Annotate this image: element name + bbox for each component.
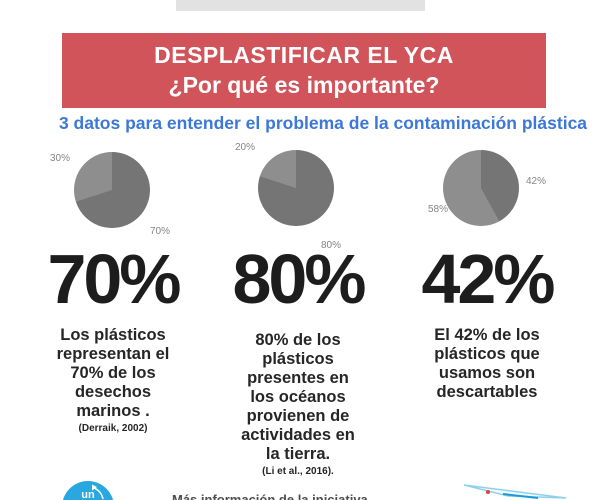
- pie-slice-label-42: 42%: [526, 176, 547, 187]
- big-number-80: 80%: [232, 240, 366, 318]
- stat-text-block: Los plásticos representan el 70% de los …: [30, 326, 196, 434]
- stat-citation: (Li et al., 2016).: [262, 466, 334, 477]
- pie-chart-80-20: [258, 150, 334, 226]
- subtitle-text: 3 datos para entender el problema de la …: [58, 113, 588, 133]
- paper-plane-icon: [463, 484, 567, 499]
- stat-description: El 42% de los plásticos que usamos son d…: [434, 326, 540, 401]
- top-gray-strip: [176, 0, 425, 11]
- logo-text-un: un: [81, 489, 95, 500]
- pie-slice-label-80: 80%: [321, 240, 342, 251]
- footer-info-text: Más información de la iniciativa: [172, 492, 368, 500]
- stat-text-block: El 42% de los plásticos que usamos son d…: [402, 326, 572, 404]
- pie-slice-label-30: 30%: [49, 153, 70, 164]
- title-banner: DESPLASTIFICAR EL YCA ¿Por qué es import…: [62, 33, 546, 108]
- stat-text-block: 80% de los plásticos presentes en los oc…: [213, 331, 383, 477]
- circular-arrow-icon: [92, 484, 104, 500]
- stat-description: 80% de los plásticos presentes en los oc…: [241, 331, 355, 463]
- big-number-70: 70%: [47, 240, 181, 318]
- pie-slice-label-20: 20%: [234, 142, 255, 153]
- pie-slice-label-58: 58%: [427, 204, 448, 215]
- pie-chart-70-30: [74, 152, 150, 228]
- pie-chart-42-58: [443, 150, 519, 226]
- un-giro-logo: un giro: [62, 481, 114, 500]
- stat-column-80: 20% 80% 80% 80% de los plásticos present…: [213, 138, 383, 500]
- stat-description: Los plásticos representan el 70% de los …: [56, 326, 170, 420]
- stat-column-70: 30% 70% 70% Los plásticos representan el…: [30, 138, 196, 500]
- pie-slice-label-70: 70%: [150, 226, 171, 237]
- banner-title-line2: ¿Por qué es importante?: [168, 71, 440, 98]
- big-number-42: 42%: [421, 240, 555, 318]
- banner-title-line1: DESPLASTIFICAR EL YCA: [154, 41, 454, 68]
- stat-column-42: 58% 42% 42% El 42% de los plásticos que …: [402, 138, 572, 500]
- stat-citation: (Derraik, 2002): [78, 423, 148, 434]
